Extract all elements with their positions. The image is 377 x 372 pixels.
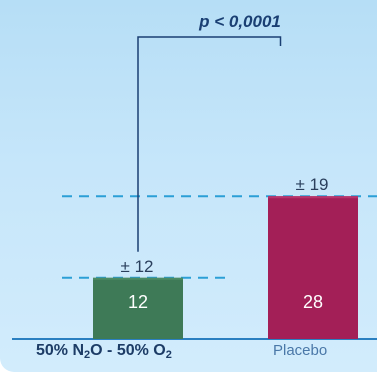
error-label-1: ± 19 (296, 175, 329, 194)
value-label-0: 12 (128, 292, 148, 312)
significance-label: p < 0,0001 (198, 12, 281, 31)
bar-1 (268, 196, 358, 339)
bar-0 (93, 277, 183, 339)
category-label-treatment: 50% N2O - 50% O2 (36, 342, 172, 361)
value-label-1: 28 (303, 292, 323, 312)
significance-bracket (137, 36, 282, 252)
error-label-0: ± 12 (121, 257, 154, 276)
category-label-placebo: Placebo (273, 342, 328, 359)
